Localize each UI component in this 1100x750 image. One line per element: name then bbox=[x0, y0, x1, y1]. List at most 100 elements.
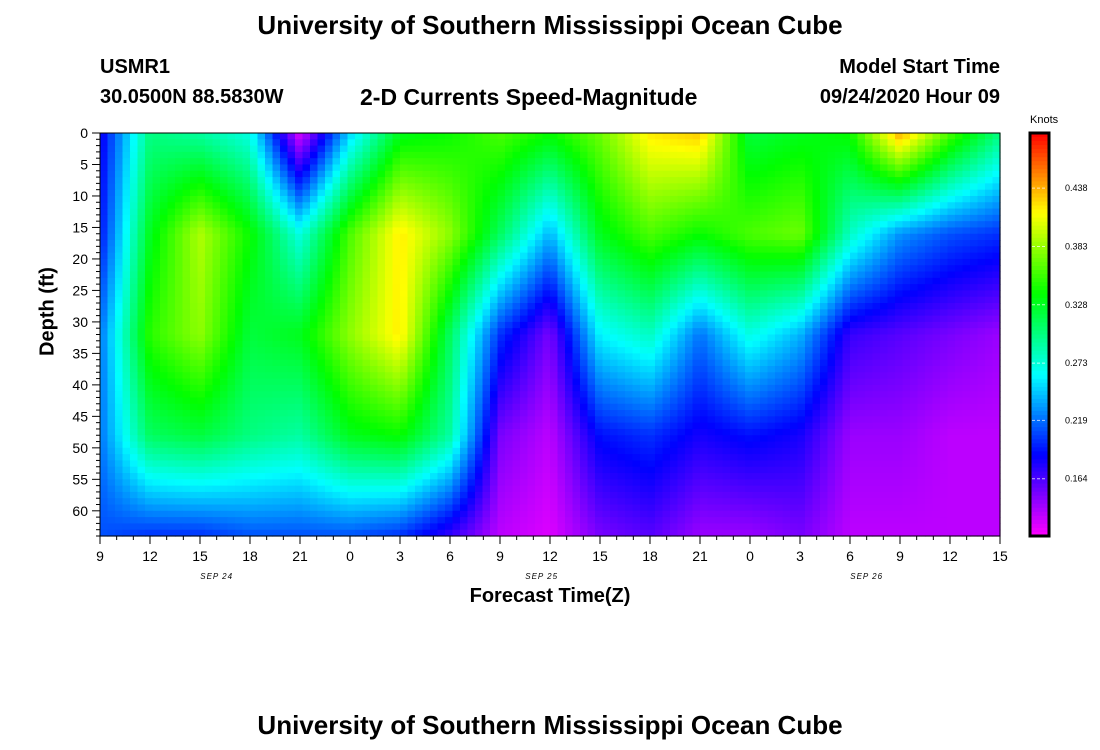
heatmap-cell bbox=[467, 170, 476, 178]
heatmap-cell bbox=[550, 189, 559, 197]
heatmap-cell bbox=[242, 372, 251, 380]
heatmap-cell bbox=[985, 296, 994, 304]
heatmap-cell bbox=[587, 290, 596, 298]
heatmap-cell bbox=[107, 133, 116, 140]
heatmap-cell bbox=[205, 145, 214, 153]
heatmap-cell bbox=[632, 315, 641, 323]
heatmap-cell bbox=[992, 252, 1001, 260]
heatmap-cell bbox=[827, 221, 836, 229]
heatmap-cell bbox=[910, 227, 919, 235]
heatmap-cell bbox=[280, 334, 289, 342]
heatmap-cell bbox=[445, 365, 454, 373]
heatmap-cell bbox=[812, 353, 821, 361]
heatmap-cell bbox=[947, 334, 956, 342]
heatmap-cell bbox=[467, 252, 476, 260]
heatmap-cell bbox=[400, 258, 409, 266]
heatmap-cell bbox=[310, 145, 319, 153]
heatmap-cell bbox=[640, 353, 649, 361]
heatmap-cell bbox=[602, 208, 611, 216]
heatmap-cell bbox=[295, 296, 304, 304]
heatmap-cell bbox=[467, 183, 476, 191]
heatmap-cell bbox=[557, 133, 566, 140]
heatmap-cell bbox=[715, 208, 724, 216]
heatmap-cell bbox=[640, 384, 649, 392]
heatmap-cell bbox=[115, 372, 124, 380]
heatmap-cell bbox=[302, 334, 311, 342]
heatmap-cell bbox=[430, 158, 439, 166]
heatmap-cell bbox=[505, 296, 514, 304]
heatmap-cell bbox=[775, 384, 784, 392]
heatmap-cell bbox=[265, 183, 274, 191]
heatmap-cell bbox=[535, 227, 544, 235]
heatmap-cell bbox=[302, 258, 311, 266]
heatmap-cell bbox=[932, 151, 941, 159]
heatmap-cell bbox=[340, 309, 349, 317]
heatmap-cell bbox=[812, 233, 821, 241]
heatmap-cell bbox=[377, 227, 386, 235]
heatmap-cell bbox=[572, 227, 581, 235]
heatmap-cell bbox=[235, 214, 244, 222]
heatmap-cell bbox=[490, 177, 499, 184]
heatmap-cell bbox=[137, 195, 146, 203]
heatmap-cell bbox=[587, 246, 596, 254]
heatmap-cell bbox=[182, 340, 191, 348]
heatmap-cell bbox=[565, 170, 574, 178]
heatmap-cell bbox=[827, 202, 836, 210]
heatmap-cell bbox=[647, 145, 656, 153]
heatmap-cell bbox=[347, 315, 356, 323]
heatmap-cell bbox=[257, 246, 266, 254]
heatmap-cell bbox=[730, 284, 739, 292]
heatmap-cell bbox=[647, 384, 656, 392]
heatmap-cell bbox=[595, 315, 604, 323]
heatmap-cell bbox=[182, 208, 191, 216]
heatmap-cell bbox=[842, 353, 851, 361]
heatmap-cell bbox=[970, 290, 979, 298]
heatmap-cell bbox=[272, 315, 281, 323]
heatmap-cell bbox=[392, 158, 401, 166]
heatmap-cell bbox=[752, 315, 761, 323]
heatmap-cell bbox=[992, 214, 1001, 222]
heatmap-cell bbox=[355, 321, 364, 329]
heatmap-cell bbox=[280, 378, 289, 386]
heatmap-cell bbox=[842, 202, 851, 210]
heatmap-cell bbox=[565, 290, 574, 298]
heatmap-cell bbox=[977, 208, 986, 216]
heatmap-cell bbox=[925, 372, 934, 380]
heatmap-cell bbox=[100, 277, 109, 285]
heatmap-cell bbox=[700, 246, 709, 254]
heatmap-cell bbox=[662, 296, 671, 304]
heatmap-cell bbox=[355, 265, 364, 273]
heatmap-cell bbox=[535, 296, 544, 304]
heatmap-cell bbox=[625, 290, 634, 298]
heatmap-cell bbox=[977, 233, 986, 241]
heatmap-cell bbox=[895, 315, 904, 323]
heatmap-cell bbox=[820, 378, 829, 386]
heatmap-cell bbox=[565, 208, 574, 216]
heatmap-cell bbox=[430, 391, 439, 399]
heatmap-cell bbox=[325, 158, 334, 166]
heatmap-cell bbox=[737, 208, 746, 216]
heatmap-cell bbox=[895, 365, 904, 373]
heatmap-cell bbox=[527, 372, 536, 380]
heatmap-cell bbox=[212, 347, 221, 354]
heatmap-cell bbox=[422, 221, 431, 229]
heatmap-cell bbox=[662, 340, 671, 348]
heatmap-cell bbox=[250, 158, 259, 166]
heatmap-cell bbox=[782, 359, 791, 367]
heatmap-cell bbox=[887, 290, 896, 298]
heatmap-cell bbox=[220, 208, 229, 216]
heatmap-cell bbox=[857, 151, 866, 159]
heatmap-cell bbox=[670, 164, 679, 172]
heatmap-cell bbox=[655, 271, 664, 279]
heatmap-cell bbox=[160, 214, 169, 222]
heatmap-cell bbox=[100, 384, 109, 392]
heatmap-cell bbox=[902, 347, 911, 354]
heatmap-cell bbox=[340, 133, 349, 140]
heatmap-cell bbox=[955, 208, 964, 216]
heatmap-cell bbox=[497, 353, 506, 361]
heatmap-cell bbox=[497, 189, 506, 197]
heatmap-cell bbox=[812, 296, 821, 304]
heatmap-cell bbox=[227, 170, 236, 178]
heatmap-cell bbox=[685, 133, 694, 140]
heatmap-cell bbox=[857, 378, 866, 386]
